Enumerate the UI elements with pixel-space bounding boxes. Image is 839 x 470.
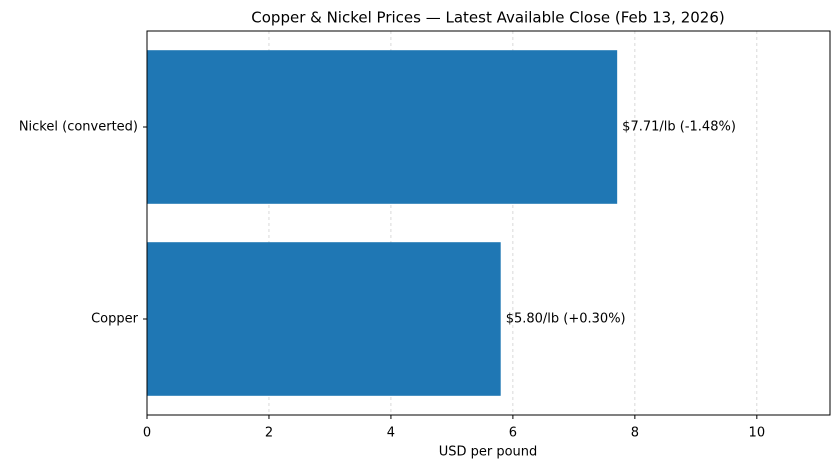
- value-label: $5.80/lb (+0.30%): [506, 312, 626, 327]
- x-tick-label: 2: [265, 426, 273, 441]
- x-tick-label: 0: [143, 426, 151, 441]
- x-tick-label: 8: [631, 426, 639, 441]
- plot-frame: [146, 30, 831, 416]
- x-tick-label: 6: [509, 426, 517, 441]
- x-axis-label: USD per pound: [439, 445, 538, 460]
- x-tick-label: 10: [749, 426, 766, 441]
- value-label: $7.71/lb (-1.48%): [622, 120, 736, 135]
- chart-title: Copper & Nickel Prices — Latest Availabl…: [251, 9, 724, 27]
- y-tick-label: Nickel (converted): [19, 120, 138, 135]
- bar: [147, 242, 501, 396]
- y-tick-label: Copper: [91, 312, 139, 327]
- x-tick-label: 4: [387, 426, 395, 441]
- bar: [147, 50, 618, 204]
